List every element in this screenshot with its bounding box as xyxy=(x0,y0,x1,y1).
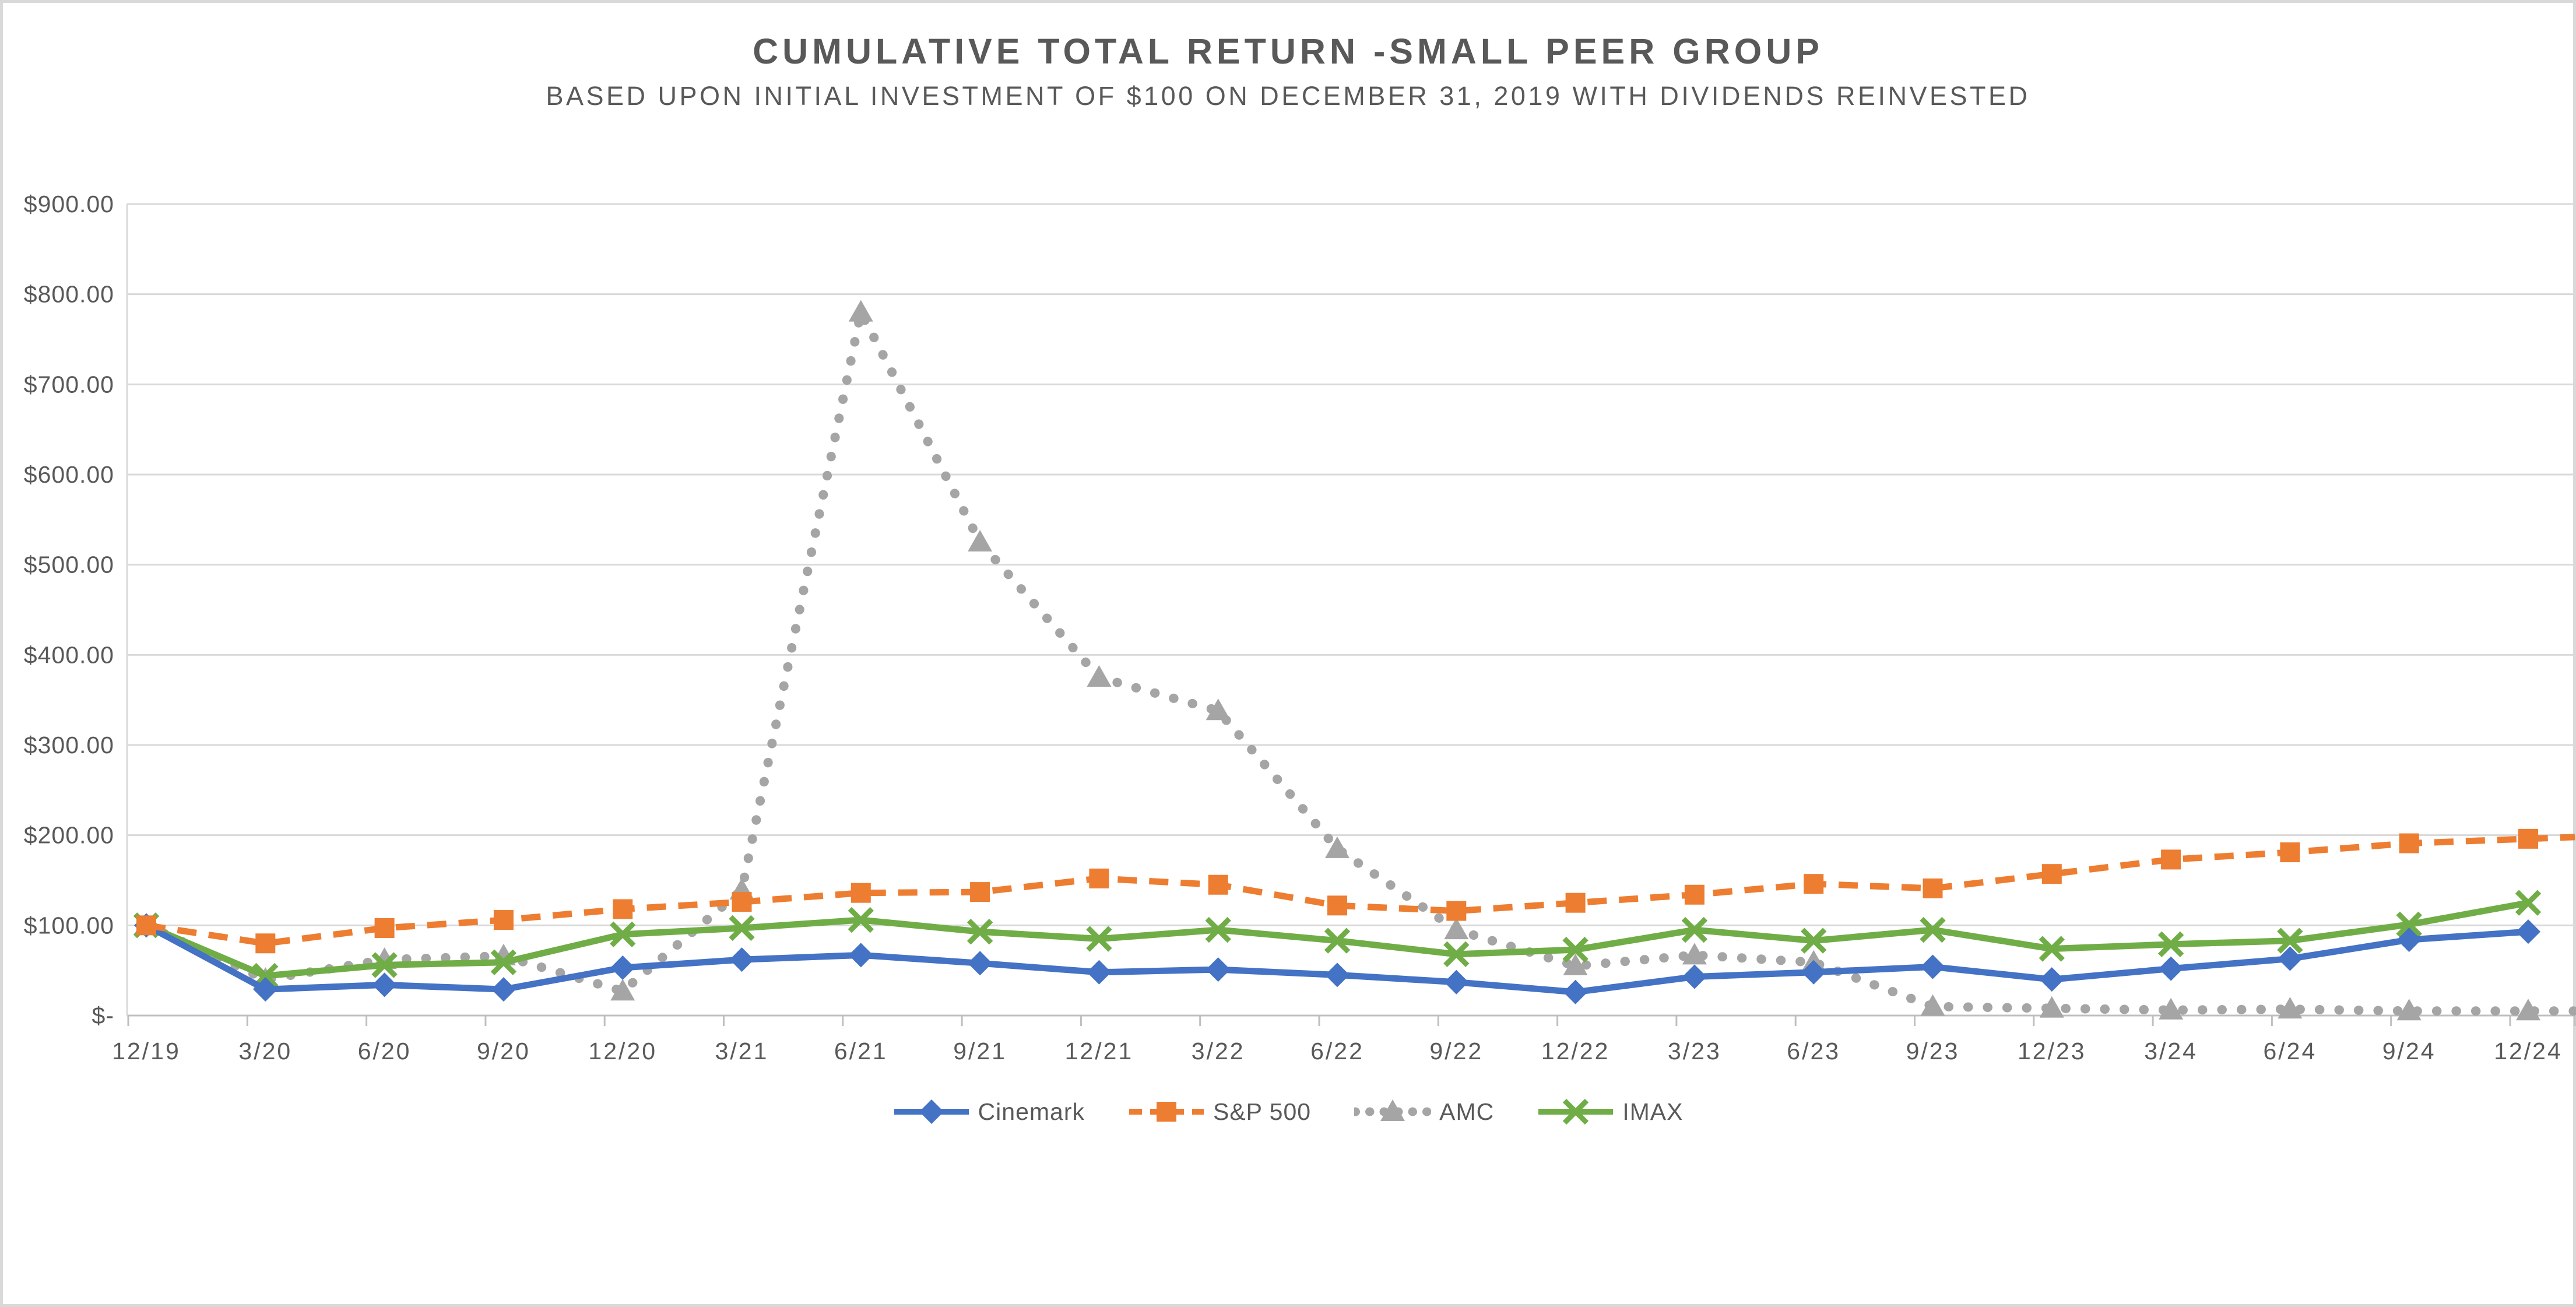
series-line-amc xyxy=(142,298,2576,1016)
x-axis-label: 9/24 xyxy=(2382,1038,2436,1064)
x-axis-label: 3/24 xyxy=(2144,1038,2198,1064)
legend-item-cinemark: Cinemark xyxy=(893,1098,1085,1126)
legend-label-cinemark: Cinemark xyxy=(978,1098,1085,1125)
legend-item-imax: IMAX xyxy=(1537,1098,1683,1126)
y-axis-label: $800.00 xyxy=(24,281,114,308)
y-axis-label: $900.00 xyxy=(24,191,114,217)
legend-swatch-imax xyxy=(1538,1098,1614,1125)
legend-swatch-cinemark xyxy=(894,1099,969,1124)
y-axis-label: $100.00 xyxy=(24,912,114,939)
y-axis-label: $400.00 xyxy=(24,641,114,668)
legend-label-imax: IMAX xyxy=(1622,1098,1684,1125)
x-axis-label: 12/23 xyxy=(2018,1038,2086,1064)
x-axis-label: 3/23 xyxy=(1668,1038,1721,1064)
y-axis-label: $- xyxy=(92,1002,114,1029)
x-axis-label: 6/24 xyxy=(2263,1038,2317,1064)
y-axis-label: $700.00 xyxy=(24,371,114,398)
y-axis-label: $300.00 xyxy=(24,732,114,758)
series-s-p-500 xyxy=(136,828,2575,954)
series-imax xyxy=(133,890,2542,989)
x-axis-label: 9/20 xyxy=(477,1038,530,1064)
x-axis-label: 6/22 xyxy=(1310,1038,1364,1064)
x-axis-label: 12/21 xyxy=(1065,1038,1134,1064)
x-axis-label: 3/22 xyxy=(1192,1038,1245,1064)
x-axis-label: 6/20 xyxy=(358,1038,412,1064)
x-axis-label: 6/21 xyxy=(834,1038,888,1064)
y-axis-label: $500.00 xyxy=(24,551,114,578)
x-axis-label: 6/23 xyxy=(1787,1038,1840,1064)
x-axis-label: 3/21 xyxy=(715,1038,769,1064)
legend-swatch-amc xyxy=(1354,1099,1432,1121)
x-axis-label: 9/21 xyxy=(953,1038,1007,1064)
x-axis-label: 12/19 xyxy=(112,1038,181,1064)
x-axis-label: 12/24 xyxy=(2494,1038,2563,1064)
plot-area: $- $100.00 $200.00 $300.00 $400.00 $500.00 $60… xyxy=(24,191,2576,1064)
chart-legend: Cinemark S&P 500 AMC IMAX xyxy=(3,1098,2573,1126)
x-axis-label: 9/23 xyxy=(1906,1038,1960,1064)
legend-label-s-p-500: S&P 500 xyxy=(1213,1098,1312,1125)
x-axis-label: 12/20 xyxy=(588,1038,657,1064)
x-axis-label: 12/22 xyxy=(1541,1038,1610,1064)
series-line-s-p-500 xyxy=(146,834,2575,947)
legend-label-amc: AMC xyxy=(1439,1098,1495,1125)
chart-subtitle: BASED UPON INITIAL INVESTMENT OF $100 ON… xyxy=(546,81,2030,111)
x-axis-label: 9/22 xyxy=(1429,1038,1483,1064)
y-axis-label: $200.00 xyxy=(24,822,114,849)
legend-item-amc: AMC xyxy=(1354,1098,1494,1126)
legend-swatch-s-p-500 xyxy=(1129,1102,1204,1122)
y-axis-label: $600.00 xyxy=(24,461,114,488)
chart-title: CUMULATIVE TOTAL RETURN -SMALL PEER GROU… xyxy=(753,31,1823,71)
legend-item-s-p-500: S&P 500 xyxy=(1128,1098,1311,1126)
x-axis-label: 3/20 xyxy=(238,1038,292,1064)
